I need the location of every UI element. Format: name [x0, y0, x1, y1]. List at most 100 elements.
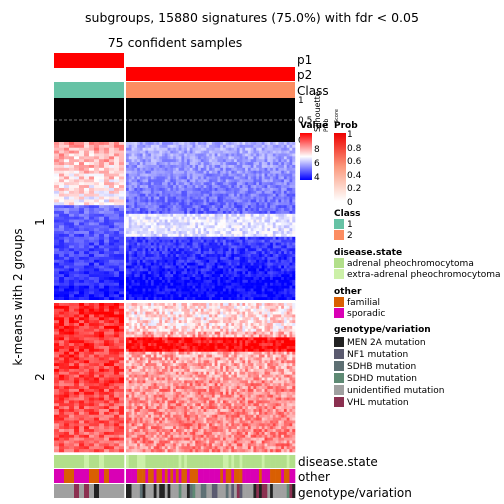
heatmap-cell-row1-group2: [258, 159, 263, 163]
heatmap-cell-row2-group1: [119, 446, 125, 450]
heatmap-cell-row1-group1: [119, 176, 125, 180]
heatmap-cell-row1-group2: [222, 222, 227, 226]
heatmap-cell-row1-group2: [231, 268, 235, 272]
heatmap-cell-row2-group1: [54, 374, 60, 378]
heatmap-cell-row1-group2: [178, 285, 182, 289]
heatmap-cell-row2-group1: [109, 394, 115, 398]
heatmap-cell-row1-group2: [189, 245, 193, 249]
heatmap-cell-row1-group2: [250, 285, 254, 289]
heatmap-cell-row1-group1: [104, 251, 110, 255]
heatmap-cell-row1-group2: [253, 142, 257, 146]
heatmap-cell-row1-group2: [139, 291, 143, 295]
heatmap-cell-row1-group1: [74, 231, 80, 235]
heatmap-cell-row2-group2: [281, 305, 285, 310]
heatmap-cell-row1-group2: [236, 288, 240, 292]
heatmap-cell-row1-group2: [281, 185, 285, 189]
heatmap-cell-row1-group2: [206, 156, 210, 160]
heatmap-cell-row1-group2: [222, 233, 227, 238]
heatmap-cell-row1-group1: [94, 164, 100, 169]
heatmap-cell-row1-group2: [228, 185, 232, 189]
heatmap-cell-row1-group1: [104, 208, 110, 212]
heatmap-cell-row1-group2: [162, 176, 166, 180]
heatmap-cell-row1-group2: [167, 185, 171, 189]
heatmap-cell-row1-group2: [258, 210, 263, 215]
heatmap-cell-row1-group2: [222, 196, 227, 200]
heatmap-cell-row1-group2: [222, 294, 227, 298]
heatmap-cell-row1-group2: [214, 153, 218, 157]
heatmap-cell-row2-group2: [126, 303, 130, 307]
heatmap-cell-row1-group2: [214, 251, 218, 255]
heatmap-cell-row1-group2: [228, 219, 232, 223]
heatmap-cell-row1-group2: [200, 205, 204, 209]
heatmap-cell-row1-group2: [186, 179, 191, 183]
heatmap-cell-row2-group1: [54, 366, 60, 370]
heatmap-cell-row1-group2: [184, 254, 188, 258]
heatmap-cell-row1-group2: [272, 216, 276, 220]
heatmap-cell-row1-group2: [148, 213, 152, 217]
heatmap-cell-row1-group1: [64, 279, 70, 284]
heatmap-cell-row1-group1: [64, 242, 70, 246]
heatmap-cell-row1-group2: [222, 282, 227, 286]
heatmap-cell-row1-group2: [217, 190, 221, 195]
heatmap-cell-row1-group2: [286, 222, 290, 226]
heatmap-cell-row1-group2: [148, 274, 152, 278]
heatmap-cell-row1-group2: [270, 164, 274, 169]
heatmap-cell-row1-group2: [253, 196, 257, 200]
heatmap-cell-row1-group2: [289, 279, 293, 284]
heatmap-cell-row1-group2: [234, 176, 238, 180]
heatmap-cell-row2-group1: [69, 371, 75, 375]
heatmap-cell-row1-group2: [167, 213, 171, 217]
heatmap-cell-row2-group1: [69, 328, 75, 332]
heatmap-cell-row1-group2: [175, 265, 179, 269]
heatmap-cell-row1-group2: [186, 285, 191, 289]
heatmap-cell-row1-group2: [198, 245, 202, 249]
heatmap-cell-row1-group2: [203, 150, 207, 154]
heatmap-cell-row1-group2: [272, 285, 276, 289]
heatmap-cell-row1-group2: [228, 210, 232, 215]
heatmap-cell-row1-group2: [128, 222, 132, 226]
heatmap-cell-row1-group1: [59, 254, 65, 258]
heatmap-cell-row1-group1: [119, 297, 125, 301]
heatmap-cell-row2-group1: [59, 397, 65, 401]
heatmap-cell-row2-group1: [114, 394, 120, 398]
heatmap-cell-row1-group2: [231, 219, 235, 223]
heatmap-cell-row2-group1: [89, 449, 95, 453]
heatmap-cell-row1-group2: [134, 239, 138, 243]
heatmap-cell-row1-group1: [74, 274, 80, 278]
heatmap-cell-row1-group2: [131, 176, 135, 180]
heatmap-cell-row1-group1: [89, 245, 95, 249]
heatmap-cell-row1-group2: [195, 277, 199, 281]
heatmap-cell-row1-group2: [203, 185, 207, 189]
heatmap-cell-row1-group2: [245, 231, 249, 235]
heatmap-cell-row1-group2: [175, 156, 179, 160]
heatmap-cell-row1-group2: [228, 170, 232, 174]
heatmap-cell-row1-group1: [99, 294, 105, 298]
heatmap-cell-row1-group2: [245, 228, 249, 232]
heatmap-cell-row2-group2: [292, 303, 296, 307]
heatmap-cell-row1-group2: [256, 242, 260, 246]
heatmap-cell-row1-group2: [220, 242, 224, 246]
heatmap-cell-row1-group1: [69, 219, 75, 223]
heatmap-cell-row1-group2: [128, 225, 132, 229]
heatmap-cell-row1-group2: [289, 259, 293, 263]
heatmap-cell-row2-group1: [54, 371, 60, 375]
heatmap-cell-row1-group2: [236, 265, 240, 269]
heatmap-cell-row1-group2: [156, 205, 160, 209]
heatmap-cell-row1-group2: [142, 233, 146, 238]
heatmap-cell-row2-group2: [220, 305, 224, 310]
heatmap-cell-row2-group1: [99, 449, 105, 453]
heatmap-cell-row1-group2: [145, 251, 149, 255]
heatmap-cell-row1-group2: [270, 291, 274, 295]
heatmap-cell-row1-group2: [258, 162, 263, 166]
heatmap-cell-row1-group2: [289, 187, 293, 192]
heatmap-cell-row1-group2: [267, 233, 271, 238]
heatmap-cell-row2-group1: [84, 317, 90, 321]
heatmap-cell-row1-group2: [128, 142, 132, 146]
heatmap-cell-row1-group2: [272, 239, 276, 243]
heatmap-cell-row1-group2: [281, 147, 285, 151]
heatmap-cell-row1-group2: [195, 208, 199, 212]
heatmap-cell-row1-group2: [261, 153, 265, 157]
heatmap-cell-row1-group2: [275, 176, 279, 180]
heatmap-cell-row1-group2: [126, 297, 130, 301]
